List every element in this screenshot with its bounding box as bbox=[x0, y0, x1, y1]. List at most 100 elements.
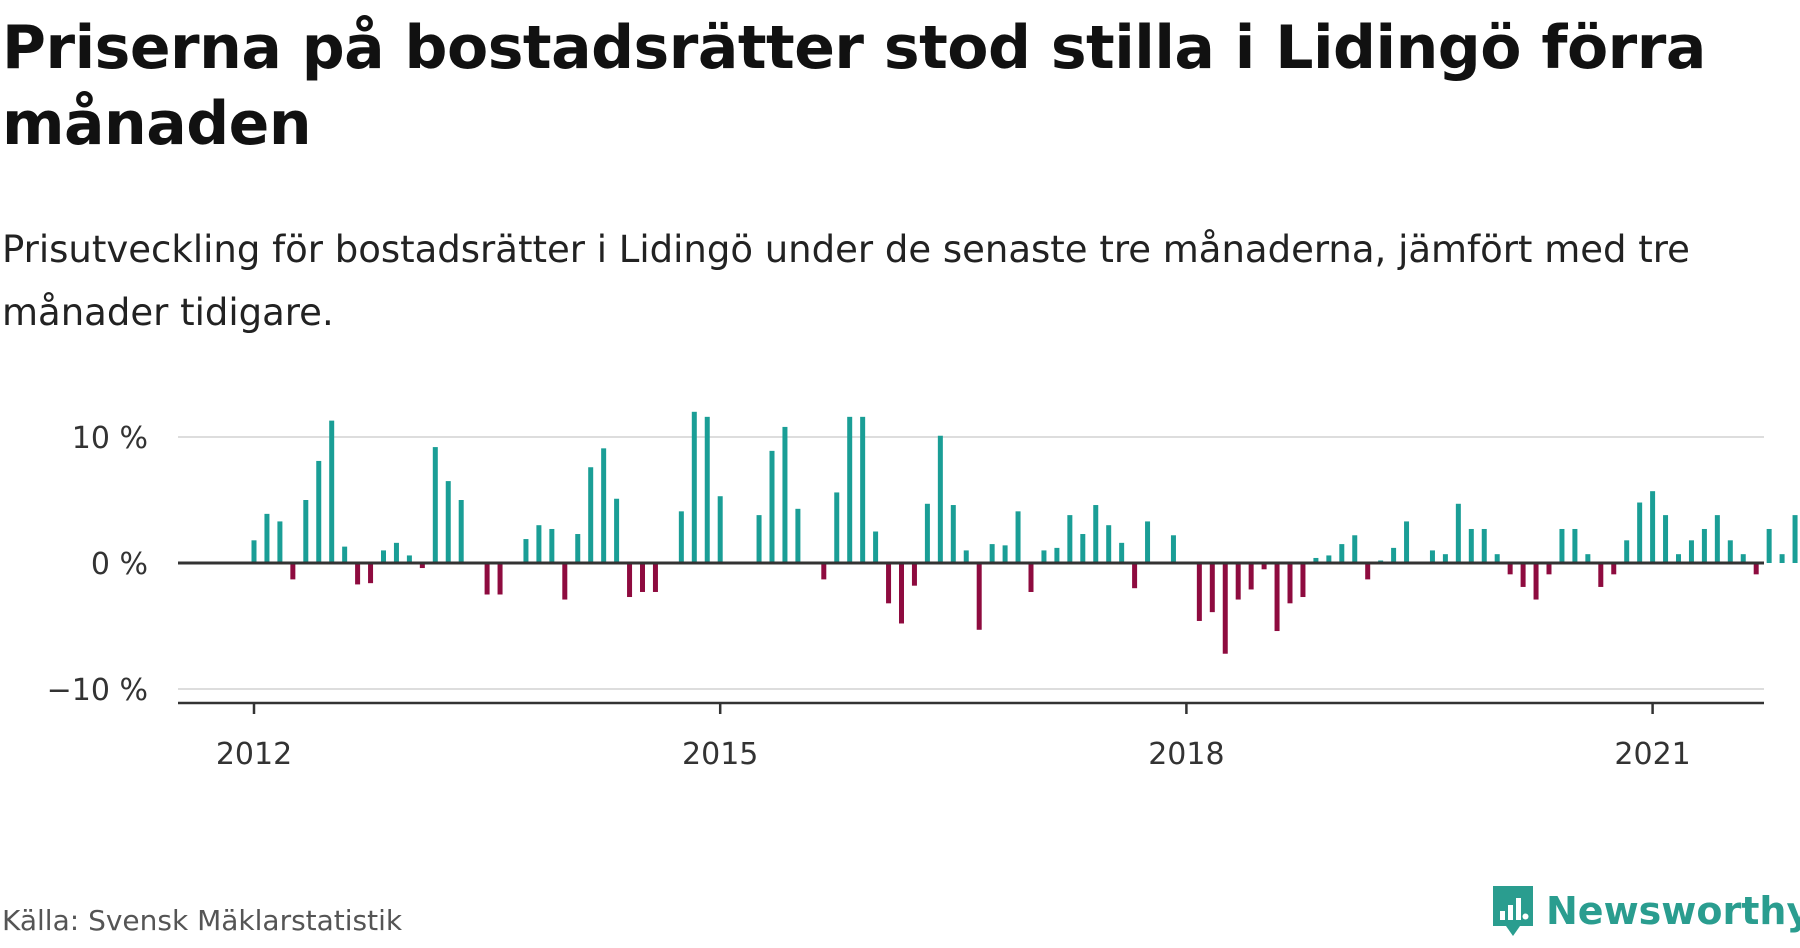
bar bbox=[303, 500, 309, 563]
bar bbox=[1779, 554, 1785, 563]
bar bbox=[1274, 563, 1280, 632]
bar bbox=[795, 508, 801, 563]
bar bbox=[342, 546, 348, 563]
bar bbox=[368, 563, 374, 584]
bar bbox=[1663, 515, 1669, 563]
bar bbox=[1455, 503, 1461, 563]
y-tick-label: −10 % bbox=[47, 673, 148, 708]
bar bbox=[497, 563, 503, 595]
bar bbox=[1145, 521, 1151, 563]
bar bbox=[614, 498, 620, 563]
bar bbox=[445, 481, 451, 563]
bar bbox=[458, 500, 464, 563]
bar bbox=[1546, 563, 1552, 575]
bar bbox=[1209, 563, 1215, 613]
bar bbox=[886, 563, 892, 604]
bar bbox=[1326, 555, 1332, 563]
bar bbox=[1300, 563, 1306, 598]
bar bbox=[860, 416, 866, 563]
bar bbox=[1598, 563, 1604, 587]
bar bbox=[873, 531, 879, 563]
bar bbox=[1261, 563, 1267, 570]
bar bbox=[1637, 502, 1643, 563]
bar bbox=[549, 528, 555, 563]
bar bbox=[393, 542, 399, 563]
bar bbox=[1676, 554, 1681, 563]
bar bbox=[1248, 563, 1254, 590]
bar bbox=[1080, 534, 1086, 563]
x-tick-label: 2012 bbox=[216, 737, 292, 772]
bar bbox=[847, 416, 853, 563]
bar bbox=[1222, 563, 1228, 654]
bar bbox=[652, 563, 658, 592]
bar bbox=[432, 447, 438, 563]
bar bbox=[1740, 554, 1746, 563]
bar bbox=[717, 496, 723, 563]
bar bbox=[1054, 547, 1060, 563]
bar bbox=[834, 492, 840, 563]
bar bbox=[1753, 563, 1759, 575]
bar bbox=[756, 515, 762, 563]
bar bbox=[251, 540, 257, 563]
newsworthy-logo-text: Newsworthy bbox=[1546, 889, 1800, 933]
bar bbox=[640, 563, 645, 592]
bar bbox=[1624, 540, 1630, 563]
bar bbox=[1287, 563, 1293, 604]
bar bbox=[1002, 545, 1008, 563]
bar bbox=[1507, 563, 1513, 575]
bar bbox=[821, 563, 827, 580]
bar bbox=[1365, 563, 1371, 580]
bar bbox=[937, 435, 943, 563]
bar bbox=[419, 563, 425, 569]
bar bbox=[1533, 563, 1539, 600]
bar bbox=[1766, 528, 1772, 563]
bar bbox=[1688, 540, 1694, 563]
bar bbox=[1494, 554, 1500, 563]
bar bbox=[290, 563, 296, 580]
x-tick-label: 2018 bbox=[1148, 737, 1224, 772]
bar bbox=[536, 525, 542, 563]
bar bbox=[1339, 544, 1345, 563]
bar bbox=[1352, 535, 1358, 563]
bar bbox=[406, 555, 412, 563]
bar bbox=[1611, 563, 1617, 575]
bar bbox=[1028, 563, 1034, 592]
bar bbox=[277, 521, 283, 563]
bar bbox=[1067, 515, 1073, 563]
bar bbox=[691, 411, 697, 563]
bar bbox=[976, 563, 982, 630]
x-tick-label: 2021 bbox=[1614, 737, 1690, 772]
bar bbox=[769, 450, 775, 563]
bar bbox=[678, 511, 684, 563]
newsworthy-logo: Newsworthy bbox=[1490, 883, 1800, 939]
bar bbox=[1585, 554, 1591, 563]
bar bbox=[588, 467, 594, 563]
bar bbox=[924, 503, 930, 563]
bar bbox=[355, 563, 361, 585]
x-tick-label: 2015 bbox=[682, 737, 758, 772]
bar bbox=[782, 426, 788, 563]
bar bbox=[1015, 511, 1021, 563]
bar bbox=[523, 539, 529, 563]
bar bbox=[1792, 515, 1798, 563]
bar bbox=[1727, 540, 1733, 563]
bar bbox=[575, 534, 581, 563]
bar bbox=[899, 563, 904, 624]
bar bbox=[1429, 550, 1435, 563]
bar bbox=[1468, 528, 1474, 563]
bar bbox=[1701, 528, 1707, 563]
bar bbox=[562, 563, 568, 600]
bar bbox=[911, 563, 917, 586]
bar bbox=[484, 563, 490, 595]
bar-chart: 10 %0 %−10 %201220152018202120230 % bbox=[47, 411, 1798, 772]
bar bbox=[1119, 542, 1125, 563]
bar bbox=[264, 513, 270, 563]
y-tick-label: 10 % bbox=[72, 421, 148, 456]
bar bbox=[1714, 515, 1720, 563]
bar bbox=[1650, 491, 1656, 563]
bar bbox=[1093, 505, 1099, 563]
bar bbox=[627, 563, 633, 598]
chart-subtitle: Prisutveckling för bostadsrätter i Lidin… bbox=[2, 228, 1690, 334]
bar bbox=[1442, 554, 1448, 563]
bar bbox=[1404, 521, 1410, 563]
